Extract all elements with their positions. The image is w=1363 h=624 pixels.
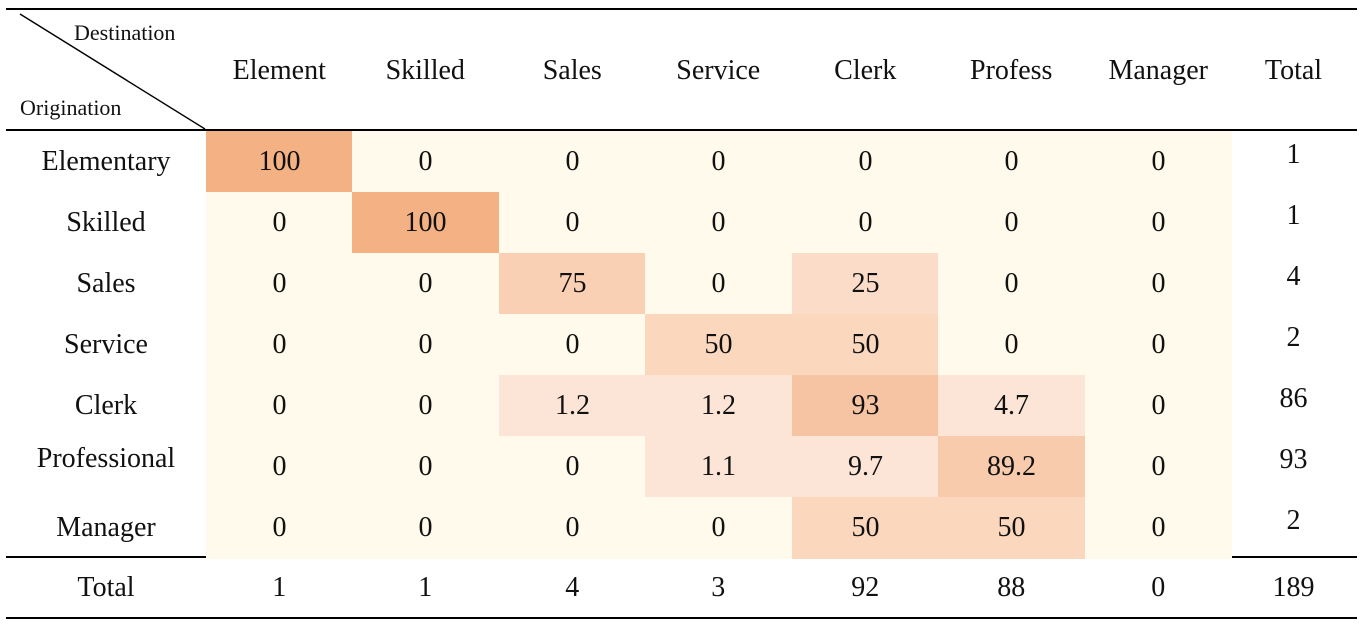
- column-header-manager: Manager: [1108, 55, 1208, 86]
- row-label-professional: Professional: [36, 442, 176, 474]
- heat-cell: 9.7: [792, 436, 939, 498]
- row-total: 2: [1286, 504, 1301, 536]
- heat-cell: 0: [792, 131, 939, 193]
- heat-cell: 0: [499, 131, 646, 193]
- heat-cell: 0: [499, 192, 646, 254]
- grand-total: 189: [1272, 571, 1315, 603]
- row-label-sales: Sales: [76, 267, 136, 299]
- destination-label: Destination: [74, 20, 176, 45]
- row-label-elementary: Elementary: [41, 145, 171, 177]
- heat-cell: 0: [1085, 497, 1232, 559]
- column-header-profess: Profess: [970, 55, 1053, 86]
- heat-cell: 0: [645, 497, 792, 559]
- heat-cell: 0: [499, 314, 646, 376]
- heat-cell: 93: [792, 375, 939, 437]
- heat-cell: 0: [352, 375, 499, 437]
- footer-total-cell: 1: [272, 571, 287, 603]
- heat-cell: 0: [206, 192, 353, 254]
- heat-cell: 0: [206, 375, 353, 437]
- row-total: 4: [1286, 260, 1301, 292]
- bottom-rule: [6, 617, 1357, 619]
- heat-cell: 50: [938, 497, 1085, 559]
- heat-cell: 0: [645, 192, 792, 254]
- heat-cell: 50: [792, 314, 939, 376]
- heat-cell: 50: [645, 314, 792, 376]
- heat-cell: 0: [1085, 375, 1232, 437]
- corner-diagonal: [19, 13, 206, 130]
- heat-cell: 75: [499, 253, 646, 315]
- heat-cell: 4.7: [938, 375, 1085, 437]
- footer-label-total: Total: [77, 571, 135, 603]
- heat-cell: 0: [1085, 314, 1232, 376]
- heat-cell: 0: [206, 436, 353, 498]
- heat-cell: 25: [792, 253, 939, 315]
- column-header-sales: Sales: [542, 55, 602, 86]
- heat-cell: 100: [206, 131, 353, 193]
- row-total: 93: [1279, 443, 1308, 475]
- heat-cell: 0: [938, 192, 1085, 254]
- heat-cell: 0: [499, 436, 646, 498]
- row-label-service: Service: [64, 328, 148, 360]
- footer-total-cell: 3: [711, 571, 726, 603]
- row-total: 86: [1279, 382, 1308, 414]
- column-header-total: Total: [1264, 55, 1323, 86]
- heat-cell: 1.2: [645, 375, 792, 437]
- heat-cell: 0: [1085, 192, 1232, 254]
- heat-cell: 0: [352, 497, 499, 559]
- heat-cell: 0: [499, 497, 646, 559]
- top-rule: [6, 8, 1357, 10]
- heat-cell: 0: [1085, 253, 1232, 315]
- row-total: 2: [1286, 321, 1301, 353]
- row-label-skilled: Skilled: [66, 206, 146, 238]
- column-header-skilled: Skilled: [385, 55, 465, 86]
- column-header-element: Element: [232, 55, 326, 86]
- column-header-clerk: Clerk: [834, 55, 897, 86]
- heat-cell: 0: [206, 253, 353, 315]
- heat-cell: 0: [352, 314, 499, 376]
- heat-cell: 0: [206, 497, 353, 559]
- footer-total-cell: 88: [997, 571, 1026, 603]
- heat-cell: 0: [938, 314, 1085, 376]
- heat-cell: 0: [645, 253, 792, 315]
- row-total: 1: [1286, 199, 1301, 231]
- heat-cell: 0: [792, 192, 939, 254]
- heat-cell: 1.1: [645, 436, 792, 498]
- heat-cell: 50: [792, 497, 939, 559]
- row-label-manager: Manager: [56, 511, 156, 543]
- column-header-service: Service: [676, 55, 761, 86]
- footer-total-cell: 92: [851, 571, 880, 603]
- row-label-clerk: Clerk: [74, 389, 138, 421]
- footer-total-cell: 1: [418, 571, 433, 603]
- heat-cell: 0: [352, 131, 499, 193]
- heat-cell: 0: [206, 314, 353, 376]
- heat-cell: 0: [1085, 131, 1232, 193]
- heat-cell: 0: [1085, 436, 1232, 498]
- header-rule: [6, 129, 1357, 131]
- heat-cell: 0: [352, 436, 499, 498]
- heat-cell: 0: [938, 253, 1085, 315]
- heat-cell: 0: [938, 131, 1085, 193]
- row-total: 1: [1286, 138, 1301, 170]
- origination-label: Origination: [20, 95, 122, 120]
- footer-total-cell: 4: [565, 571, 580, 603]
- footer-total-cell: 0: [1151, 571, 1166, 603]
- heat-cell: 0: [352, 253, 499, 315]
- heat-cell: 89.2: [938, 436, 1085, 498]
- heat-cell: 0: [645, 131, 792, 193]
- heat-cell: 100: [352, 192, 499, 254]
- heat-cell: 1.2: [499, 375, 646, 437]
